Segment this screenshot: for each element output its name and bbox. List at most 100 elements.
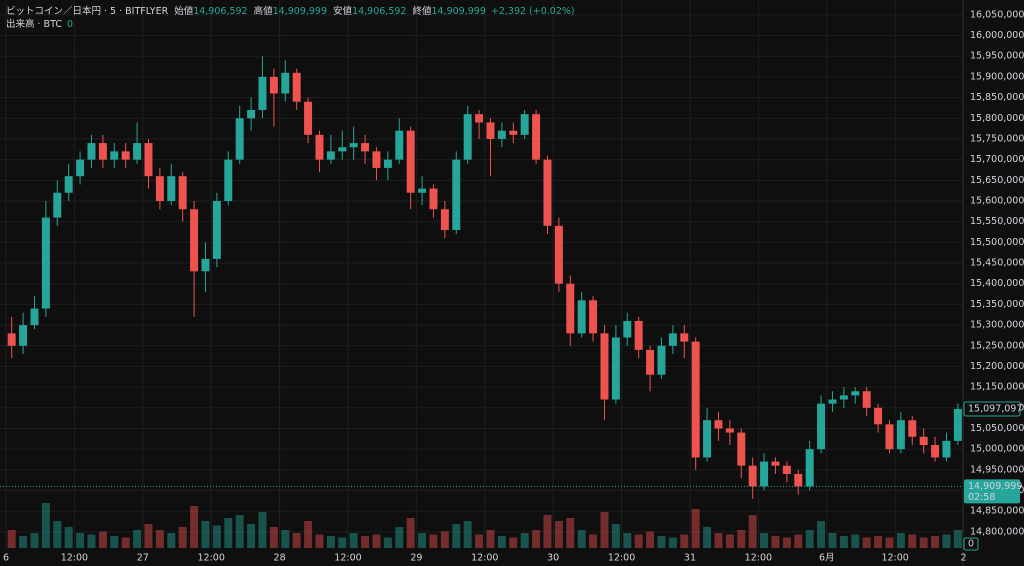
candle-body bbox=[600, 333, 609, 400]
y-tick-label: 15,800,000 bbox=[970, 113, 1024, 124]
x-tick-label: 31 bbox=[684, 553, 696, 564]
x-tick-label: 2 bbox=[961, 553, 967, 564]
candle-body bbox=[953, 408, 962, 441]
candle-body bbox=[395, 130, 404, 160]
volume-bar bbox=[737, 530, 746, 548]
x-tick-label: 6月 bbox=[819, 553, 835, 564]
volume-bar bbox=[178, 527, 187, 548]
candle-body bbox=[372, 151, 381, 168]
volume-tag bbox=[963, 537, 979, 551]
volume-bar bbox=[680, 534, 689, 548]
y-tick-label: 15,450,000 bbox=[970, 258, 1024, 269]
volume-bar bbox=[41, 503, 50, 548]
volume-bar bbox=[87, 534, 96, 548]
y-tick-label: 15,950,000 bbox=[970, 51, 1024, 62]
volume-bar bbox=[839, 536, 848, 548]
volume-bar bbox=[383, 537, 392, 548]
candle-body bbox=[258, 76, 267, 111]
volume-bar bbox=[53, 521, 62, 548]
volume-bar bbox=[269, 527, 278, 548]
volume-bar bbox=[908, 534, 917, 548]
candle-body bbox=[383, 159, 392, 168]
x-tick-label: 12:00 bbox=[197, 553, 224, 564]
volume-bar bbox=[292, 533, 301, 548]
volume-bar bbox=[668, 537, 677, 548]
candle-body bbox=[349, 143, 358, 148]
candle-body bbox=[497, 130, 506, 139]
y-tick-label: 15,250,000 bbox=[970, 340, 1024, 351]
x-tick-label: 12:00 bbox=[608, 553, 635, 564]
volume-bar bbox=[338, 537, 347, 548]
volume-bar bbox=[110, 536, 119, 548]
candle-body bbox=[269, 76, 278, 94]
y-tick-label: 15,500,000 bbox=[970, 237, 1024, 248]
volume-bar bbox=[782, 537, 791, 548]
volume-bar bbox=[463, 521, 472, 548]
candle-body bbox=[98, 143, 107, 160]
ohlc-value: 14,906,592 bbox=[352, 6, 406, 17]
candle-body bbox=[839, 395, 848, 400]
volume-bar bbox=[931, 536, 940, 548]
candle-body bbox=[338, 147, 347, 152]
candle-body bbox=[30, 308, 39, 326]
candle-body bbox=[486, 122, 495, 139]
candle-body bbox=[440, 209, 449, 230]
candle-body bbox=[463, 114, 472, 160]
volume-bar bbox=[315, 534, 324, 548]
candle-body bbox=[634, 320, 643, 350]
candle-body bbox=[212, 201, 221, 259]
volume-bar bbox=[691, 509, 700, 548]
candle-body bbox=[53, 192, 62, 218]
volume-bar bbox=[919, 537, 928, 548]
x-tick-label: 12:00 bbox=[334, 553, 361, 564]
volume-bar bbox=[349, 533, 358, 548]
last-price-label: 15,097,097 bbox=[968, 403, 1022, 414]
change: +2,392 (+0.02%) bbox=[491, 6, 575, 17]
ohlc-value: 14,909,999 bbox=[273, 6, 327, 17]
candle-body bbox=[178, 176, 187, 210]
header: ビットコイン／日本円 · 5 · BITFLYER 始値14,906,592 高値1… bbox=[6, 5, 575, 30]
candle-body bbox=[794, 473, 803, 487]
volume-bar bbox=[657, 536, 666, 548]
candle-body bbox=[680, 333, 689, 342]
volume-bar bbox=[190, 506, 199, 548]
volume-bar bbox=[748, 515, 757, 548]
volume-bar bbox=[623, 533, 632, 548]
y-tick-label: 15,200,000 bbox=[970, 361, 1024, 372]
volume-pane bbox=[7, 503, 962, 548]
candle-body bbox=[509, 130, 518, 135]
candle-body bbox=[942, 440, 951, 458]
candle-body bbox=[315, 134, 324, 160]
volume-bar bbox=[76, 533, 85, 548]
volume-bar bbox=[304, 521, 313, 548]
candle-body bbox=[429, 188, 438, 210]
candles bbox=[0, 56, 963, 499]
volume-bar bbox=[828, 533, 837, 548]
candle-body bbox=[805, 449, 814, 487]
candle-body bbox=[714, 420, 723, 429]
candle-body bbox=[885, 424, 894, 450]
candle-body bbox=[703, 420, 712, 458]
candle-body bbox=[862, 391, 871, 408]
y-tick-label: 15,050,000 bbox=[970, 423, 1024, 434]
y-tick-label: 15,600,000 bbox=[970, 196, 1024, 207]
x-tick-label: 12:00 bbox=[61, 553, 88, 564]
ohlc-label: 安値 bbox=[333, 5, 353, 17]
candle-body bbox=[828, 399, 837, 404]
volume-bar bbox=[953, 530, 962, 548]
volume-bar bbox=[121, 537, 130, 548]
candle-body bbox=[144, 143, 153, 177]
x-tick-label: 6 bbox=[3, 553, 9, 564]
countdown: 02:58 bbox=[968, 492, 995, 503]
volume-bar bbox=[452, 524, 461, 548]
candle-body bbox=[190, 209, 199, 272]
volume-bar bbox=[703, 527, 712, 548]
volume-bar bbox=[554, 521, 563, 548]
volume-bar bbox=[144, 524, 153, 548]
x-tick-label: 12:00 bbox=[471, 553, 498, 564]
volume-bar bbox=[7, 530, 16, 548]
current-price-label: 14,909,999 bbox=[968, 481, 1022, 492]
candle-body bbox=[543, 159, 552, 226]
ohlc-label: 高値 bbox=[254, 5, 274, 17]
y-tick-label: 15,150,000 bbox=[970, 382, 1024, 393]
